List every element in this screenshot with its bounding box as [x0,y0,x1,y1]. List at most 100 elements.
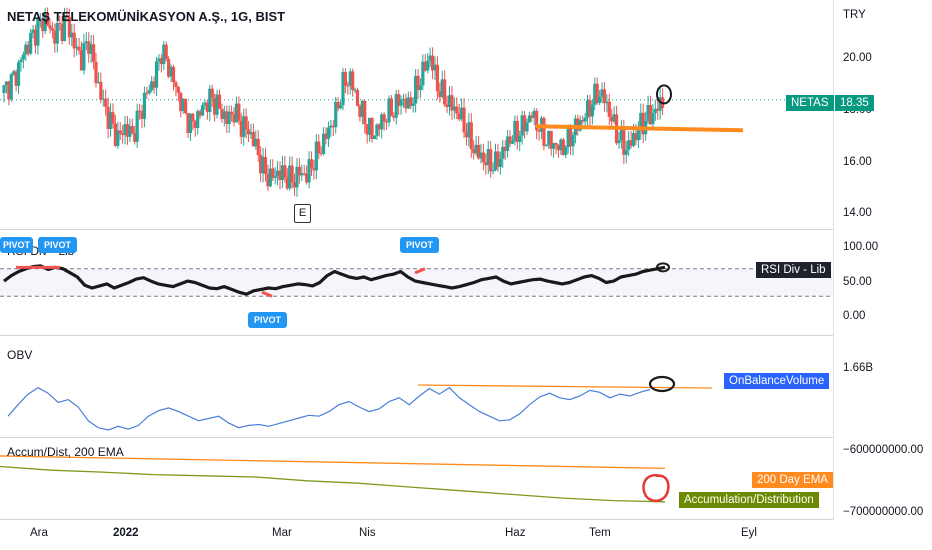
candle-body [489,149,493,172]
candle-body [208,88,212,112]
candle-body [271,168,275,179]
candle-body [326,127,331,139]
candle-body [89,44,93,54]
candle-body [641,112,645,135]
candle-body [435,64,440,92]
candle-body [612,114,616,122]
candle-body [164,44,168,59]
ad-tick: −700000000.00 [843,506,924,518]
currency-label: TRY [843,9,866,21]
bullish-divergence [261,290,273,298]
candle-body [455,106,459,114]
candle-body [87,41,91,54]
candle-body [19,59,23,63]
candle-body [590,104,594,117]
candle-body [452,106,456,111]
candle-body [9,74,13,100]
earnings-event-marker[interactable]: E [294,204,311,223]
ad-pane-label[interactable]: Accum/Dist, 200 EMA [7,445,124,459]
candle-body [629,140,633,146]
candle-body [522,115,527,132]
candle-body [234,103,239,123]
candle-body [198,111,202,116]
candle-body [14,71,18,86]
candle-body [331,125,335,128]
candle-body [4,81,9,86]
candle-body [653,108,657,114]
pane-divider[interactable] [0,229,833,230]
candle-body [496,151,500,167]
candle-body [493,151,498,171]
candle-body [414,75,418,104]
candle-body [133,133,137,142]
candle-body [116,130,120,146]
candle-body [242,116,246,137]
candle-body [460,107,464,120]
pane-divider[interactable] [0,437,833,438]
candle-body [113,123,117,146]
candle-body [469,122,473,150]
candle-body [585,100,590,118]
candle-body [380,114,384,130]
candle-body [140,111,144,119]
candle-body [147,90,151,94]
candle-body [571,135,575,147]
candle-body [384,121,389,123]
ema-series-badge: 200 Day EMA [752,472,833,488]
candle-body [535,110,539,131]
candle-body [430,55,435,71]
candle-body [617,140,621,144]
candle-body [532,110,536,118]
candle-body [648,105,653,125]
candle-body [181,98,185,112]
candle-body [513,120,517,141]
candle-body [554,142,558,146]
candle-body [104,98,108,107]
candle-body [111,112,115,124]
candle-body [302,173,306,175]
candle-body [440,79,444,98]
bearish-divergence [414,267,426,275]
candle-body [464,132,469,138]
candle-body [45,13,50,26]
candle-body [91,44,96,62]
candle-body [36,18,40,46]
candle-body [237,103,241,121]
symbol-title[interactable]: NETAŞ TELEKOMÜNİKASYON A.Ş., 1G, BIST [7,9,286,24]
candle-body [317,141,321,154]
candle-body [7,81,11,100]
candle-body [411,103,415,107]
candle-body [406,97,410,109]
candle-body [556,145,561,151]
price-tick: 16.00 [843,156,872,168]
candle-body [169,66,173,77]
obv-pane [7,375,713,431]
pane-divider[interactable] [0,335,833,336]
candle-body [62,15,67,41]
candle-body [479,152,483,159]
candle-body [382,114,386,122]
candle-body [79,50,84,71]
candle-body [358,105,362,117]
candle-body [476,144,481,159]
obv-trendline [417,384,713,389]
candle-body [179,92,183,112]
candle-body [338,105,343,109]
candle-body [346,85,350,87]
obv-pane-label[interactable]: OBV [7,348,33,362]
candle-body [401,98,406,101]
candle-body [217,94,222,109]
obv-series-badge: OnBalanceVolume [724,373,830,389]
candle-body [426,60,430,71]
candle-body [67,17,71,38]
ad-tick: −600000000.00 [843,444,924,456]
time-axis-label: Haz [505,527,526,539]
candle-body [21,54,25,60]
candle-body [268,168,272,187]
support-trendline [535,124,744,133]
candle-body [409,97,413,107]
candle-body [377,124,381,130]
candle-body [564,147,568,155]
candle-body [593,83,597,105]
